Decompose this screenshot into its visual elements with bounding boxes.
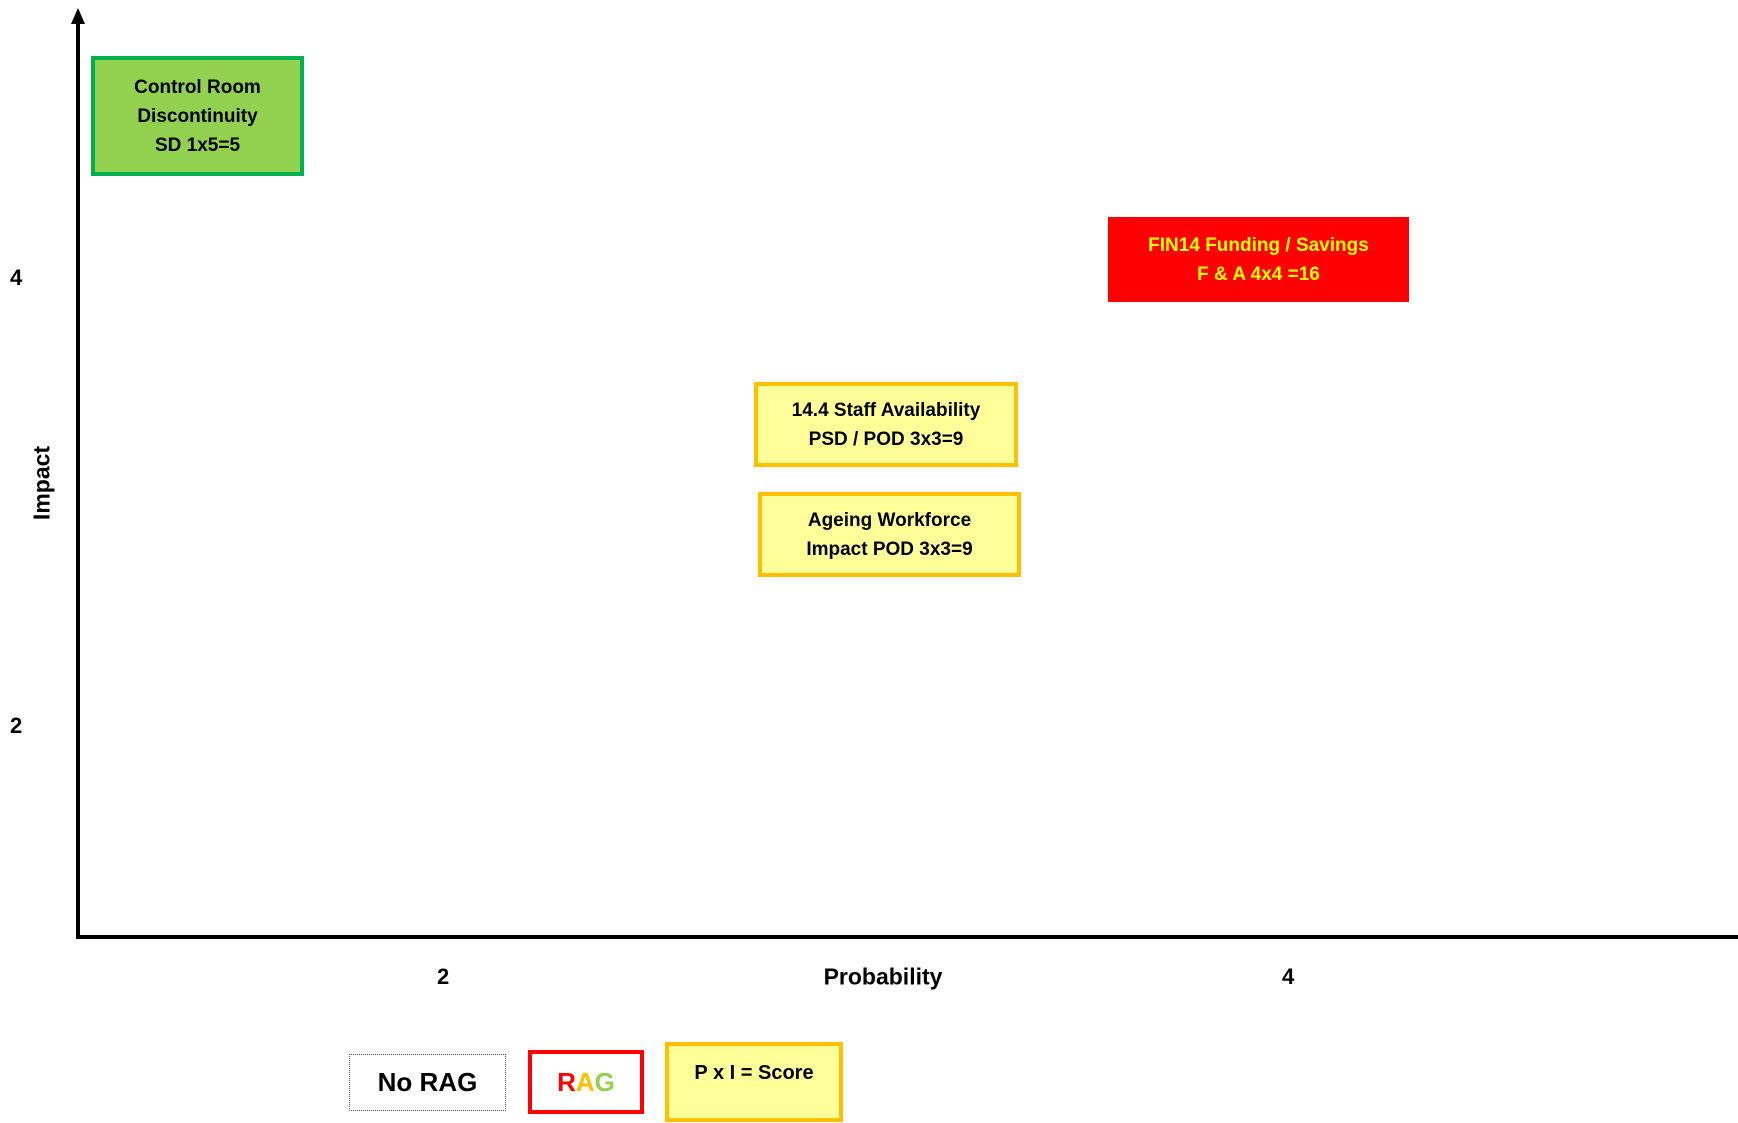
y-axis-arrowhead	[71, 8, 85, 24]
risk-label-line: Ageing Workforce	[807, 509, 972, 531]
legend-no-rag: No RAG	[349, 1054, 506, 1111]
y-tick-label: 4	[10, 265, 23, 290]
risk-box-fin14-funding: FIN14 Funding / Savings F & A 4x4 =16	[1108, 217, 1409, 302]
x-tick-label: 2	[437, 964, 450, 989]
risk-box-ageing-workforce: Ageing Workforce Impact POD 3x3=9	[758, 492, 1021, 577]
legend-rag-letter: G	[594, 1066, 615, 1097]
legend-rag-letter: R	[557, 1066, 576, 1097]
risk-label-line: Control Room	[134, 76, 261, 98]
risk-label-line: FIN14 Funding / Savings	[1148, 234, 1369, 256]
risk-label-line: Discontinuity	[137, 105, 258, 127]
risk-label-line: SD 1x5=5	[154, 134, 241, 156]
risk-label-line: Impact POD 3x3=9	[806, 538, 973, 560]
risk-label-line: PSD / POD 3x3=9	[808, 428, 964, 450]
risk-box-control-room: Control Room Discontinuity SD 1x5=5	[91, 56, 304, 176]
x-tick-label: 4	[1282, 964, 1295, 989]
risk-box-staff-availability: 14.4 Staff Availability PSD / POD 3x3=9	[754, 382, 1018, 467]
legend-score: P x I = Score	[665, 1042, 843, 1122]
y-axis-title: Impact	[28, 445, 55, 521]
risk-label-line: F & A 4x4 =16	[1197, 263, 1320, 285]
risk-label-line: 14.4 Staff Availability	[791, 399, 981, 421]
x-axis-title: Probability	[823, 963, 943, 990]
legend-rag-letter: A	[575, 1066, 595, 1097]
y-tick-label: 2	[10, 713, 23, 738]
